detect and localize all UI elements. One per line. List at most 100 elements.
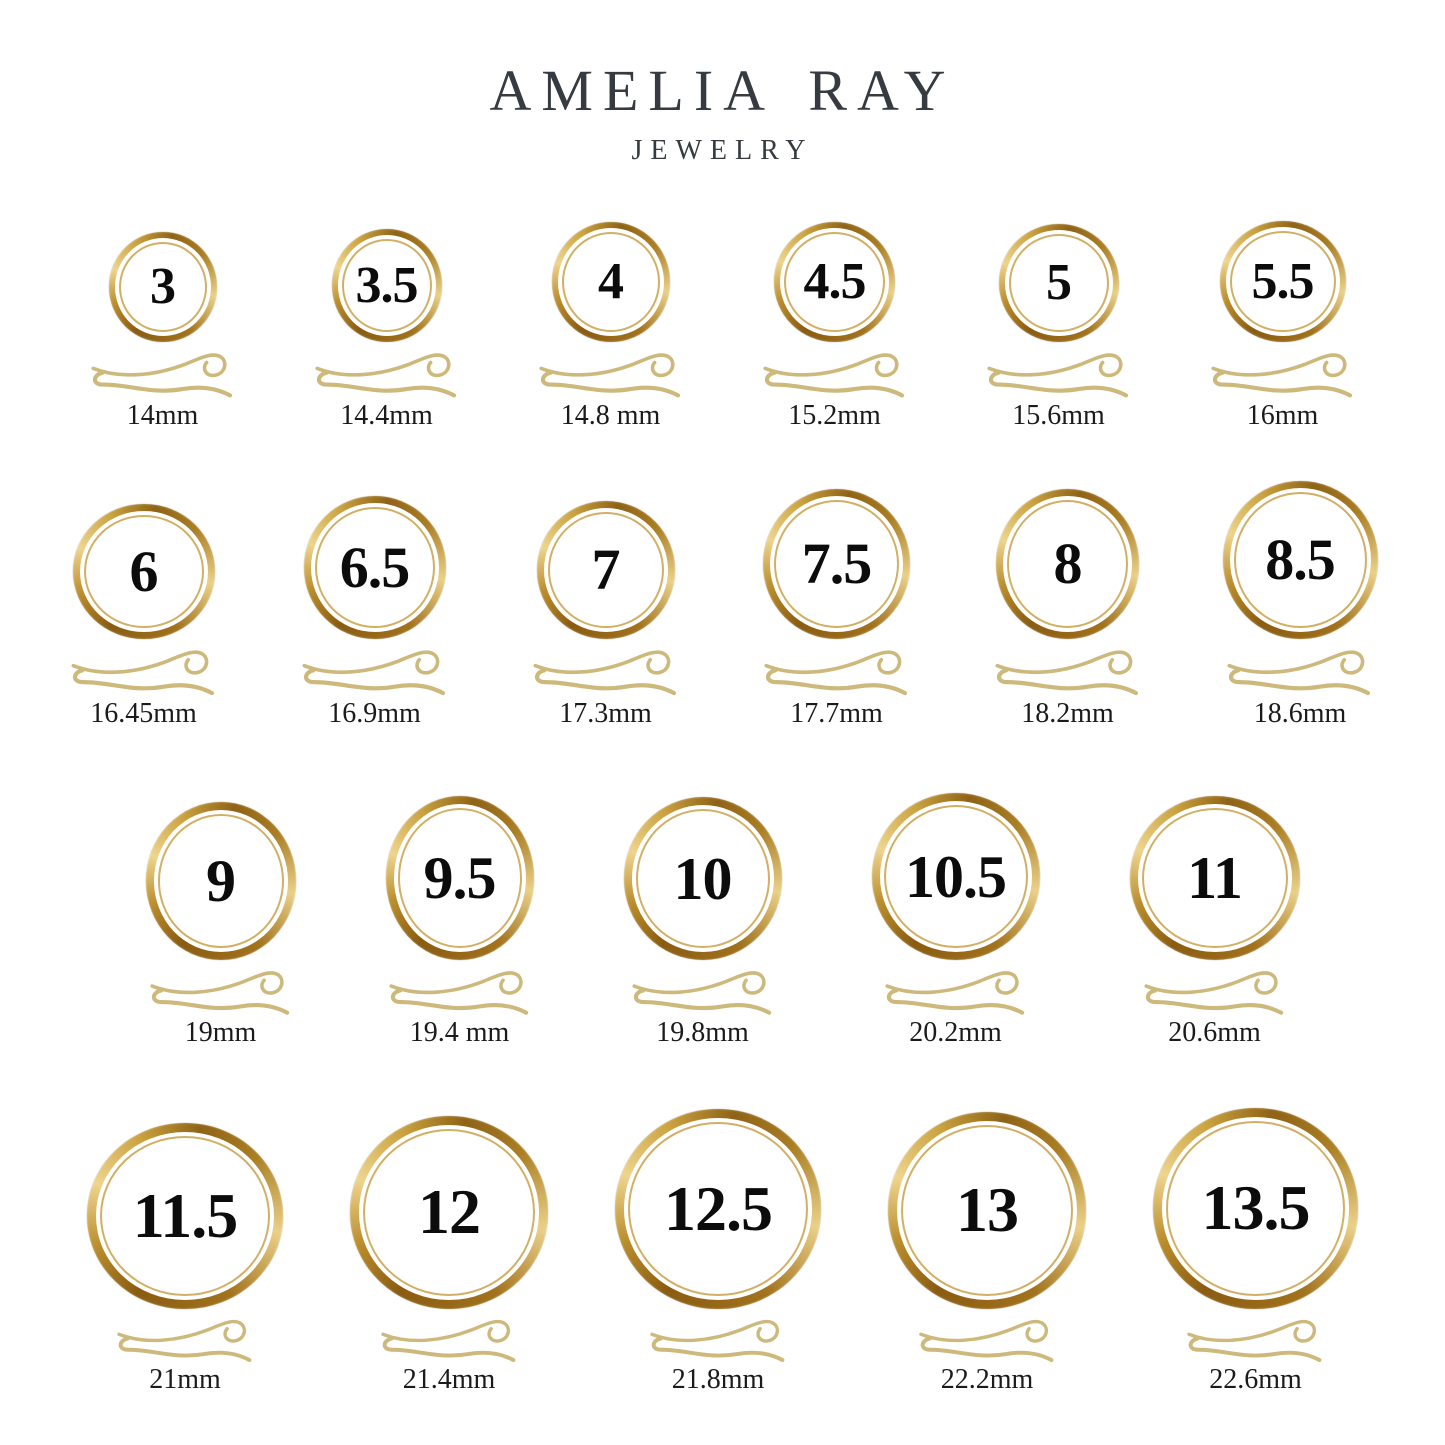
- ring-box: 12.5: [615, 1107, 821, 1309]
- gold-ring-icon: 10: [623, 797, 782, 961]
- ring-size-number: 8.5: [1265, 527, 1335, 593]
- ring-diameter-label: 18.2mm: [1021, 697, 1114, 729]
- ring-box: 11: [1129, 793, 1300, 961]
- ring-box: 6: [72, 481, 215, 640]
- gold-ring-icon: 5: [998, 224, 1119, 342]
- ring-diameter-label: 18.6mm: [1253, 697, 1347, 729]
- ring-size-cell: 11.5 21mm: [87, 1107, 283, 1397]
- flourish-swash-icon: [314, 353, 456, 398]
- ring-size-cell: 3 14mm: [88, 218, 238, 432]
- ring-diameter-label: 14mm: [126, 400, 199, 431]
- ring-size-number: 13.5: [1201, 1172, 1311, 1244]
- ring-box: 9: [145, 793, 296, 961]
- ring-size-cell: 8.5 18.6mm: [1222, 481, 1378, 730]
- ring-size-number: 10.5: [905, 843, 1007, 910]
- ring-box: 7: [536, 481, 675, 640]
- ring-size-cell: 12.5 21.8mm: [615, 1107, 821, 1397]
- ring-diameter-label: 21.4mm: [402, 1364, 496, 1396]
- ring-size-number: 7: [591, 537, 621, 603]
- ring-size-number: 8: [1053, 531, 1083, 597]
- ring-diameter-label: 19mm: [184, 1017, 257, 1049]
- ring-size-number: 10: [673, 845, 733, 912]
- gold-ring-icon: 8: [996, 489, 1139, 640]
- flourish-swash-icon: [649, 1319, 784, 1362]
- ring-size-cell: 9 19mm: [145, 793, 296, 1049]
- ring-size-number: 11: [1187, 845, 1243, 912]
- flourish-swash-icon: [762, 353, 904, 398]
- ring-size-cell: 6.5 16.9mm: [299, 481, 451, 730]
- ring-row: 3 14mm 3.5 14.4mm 4 14.8 m: [0, 218, 1445, 432]
- flourish-swash-icon: [532, 650, 676, 696]
- flourish-swash-icon: [1143, 971, 1283, 1015]
- flourish-swash-icon: [884, 971, 1024, 1015]
- ring-diameter-label: 20.6mm: [1168, 1017, 1261, 1049]
- flourish-swash-icon: [994, 650, 1138, 696]
- gold-ring-icon: 3: [108, 232, 217, 342]
- ring-size-cell: 5.5 16mm: [1208, 218, 1358, 432]
- gold-ring-icon: 5.5: [1219, 221, 1346, 342]
- ring-diameter-label: 14.4mm: [340, 400, 433, 431]
- gold-ring-icon: 4.5: [774, 222, 895, 342]
- ring-size-number: 5: [1046, 254, 1072, 311]
- ring-size-cell: 13.5 22.6mm: [1153, 1107, 1358, 1397]
- ring-box: 9.5: [385, 793, 534, 961]
- ring-box: 11.5: [87, 1107, 283, 1309]
- ring-size-number: 7.5: [801, 531, 872, 597]
- ring-size-number: 6.5: [339, 534, 410, 600]
- brand-header: AMELIA RAY JEWELRY: [0, 0, 1445, 165]
- ring-size-number: 13: [956, 1174, 1019, 1246]
- ring-box: 3: [108, 218, 217, 342]
- ring-diameter-label: 19.4 mm: [409, 1017, 510, 1049]
- gold-ring-icon: 4: [551, 222, 670, 342]
- ring-box: 13: [888, 1107, 1086, 1309]
- flourish-swash-icon: [631, 971, 771, 1015]
- gold-ring-icon: 13.5: [1153, 1107, 1358, 1309]
- ring-diameter-label: 22.2mm: [940, 1364, 1034, 1396]
- ring-diameter-label: 17.3mm: [559, 697, 652, 729]
- gold-ring-icon: 8.5: [1222, 481, 1378, 640]
- gold-ring-icon: 9: [145, 802, 296, 961]
- gold-ring-icon: 6: [72, 504, 215, 640]
- ring-size-cell: 12 21.4mm: [350, 1107, 548, 1397]
- gold-ring-icon: 12.5: [615, 1108, 821, 1309]
- ring-box: 7.5: [763, 481, 910, 640]
- ring-diameter-label: 16mm: [1246, 400, 1319, 431]
- flourish-swash-icon: [1210, 353, 1352, 398]
- ring-size-cell: 10.5 20.2mm: [871, 793, 1040, 1049]
- ring-diameter-label: 16.45mm: [90, 697, 197, 729]
- ring-diameter-label: 20.2mm: [909, 1017, 1002, 1049]
- ring-box: 5.5: [1219, 218, 1346, 342]
- ring-size-number: 9: [206, 848, 236, 915]
- ring-size-cell: 4.5 15.2mm: [760, 218, 910, 432]
- ring-size-cell: 11 20.6mm: [1129, 793, 1300, 1049]
- ring-size-number: 3: [150, 258, 176, 315]
- gold-ring-icon: 11: [1129, 796, 1300, 961]
- ring-box: 4: [551, 218, 670, 342]
- ring-size-cell: 13 22.2mm: [888, 1107, 1086, 1397]
- flourish-swash-icon: [149, 971, 289, 1015]
- ring-size-number: 5.5: [1251, 252, 1315, 310]
- flourish-swash-icon: [90, 353, 232, 398]
- ring-diameter-label: 21.8mm: [671, 1364, 765, 1396]
- ring-diameter-label: 15.2mm: [788, 400, 881, 431]
- ring-size-number: 12.5: [664, 1172, 773, 1244]
- gold-ring-icon: 10.5: [871, 793, 1040, 961]
- ring-size-number: 6: [129, 538, 159, 604]
- gold-ring-icon: 6.5: [303, 496, 446, 640]
- ring-box: 6.5: [303, 481, 446, 640]
- flourish-swash-icon: [918, 1319, 1053, 1362]
- ring-diameter-label: 16.9mm: [328, 697, 421, 729]
- ring-size-chart: 3 14mm 3.5 14.4mm 4 14.8 m: [0, 218, 1445, 1396]
- ring-diameter-label: 21mm: [149, 1364, 221, 1396]
- ring-row: 6 16.45mm 6.5 16.9mm 7 17.: [0, 481, 1445, 730]
- ring-size-number: 9.5: [423, 845, 497, 912]
- ring-size-cell: 4 14.8 mm: [536, 218, 686, 432]
- ring-size-cell: 5 15.6mm: [984, 218, 1134, 432]
- gold-ring-icon: 12: [350, 1115, 548, 1309]
- flourish-swash-icon: [1227, 650, 1371, 696]
- ring-size-cell: 9.5 19.4 mm: [385, 793, 534, 1049]
- flourish-swash-icon: [301, 650, 445, 696]
- flourish-swash-icon: [1187, 1319, 1322, 1362]
- gold-ring-icon: 9.5: [385, 796, 534, 961]
